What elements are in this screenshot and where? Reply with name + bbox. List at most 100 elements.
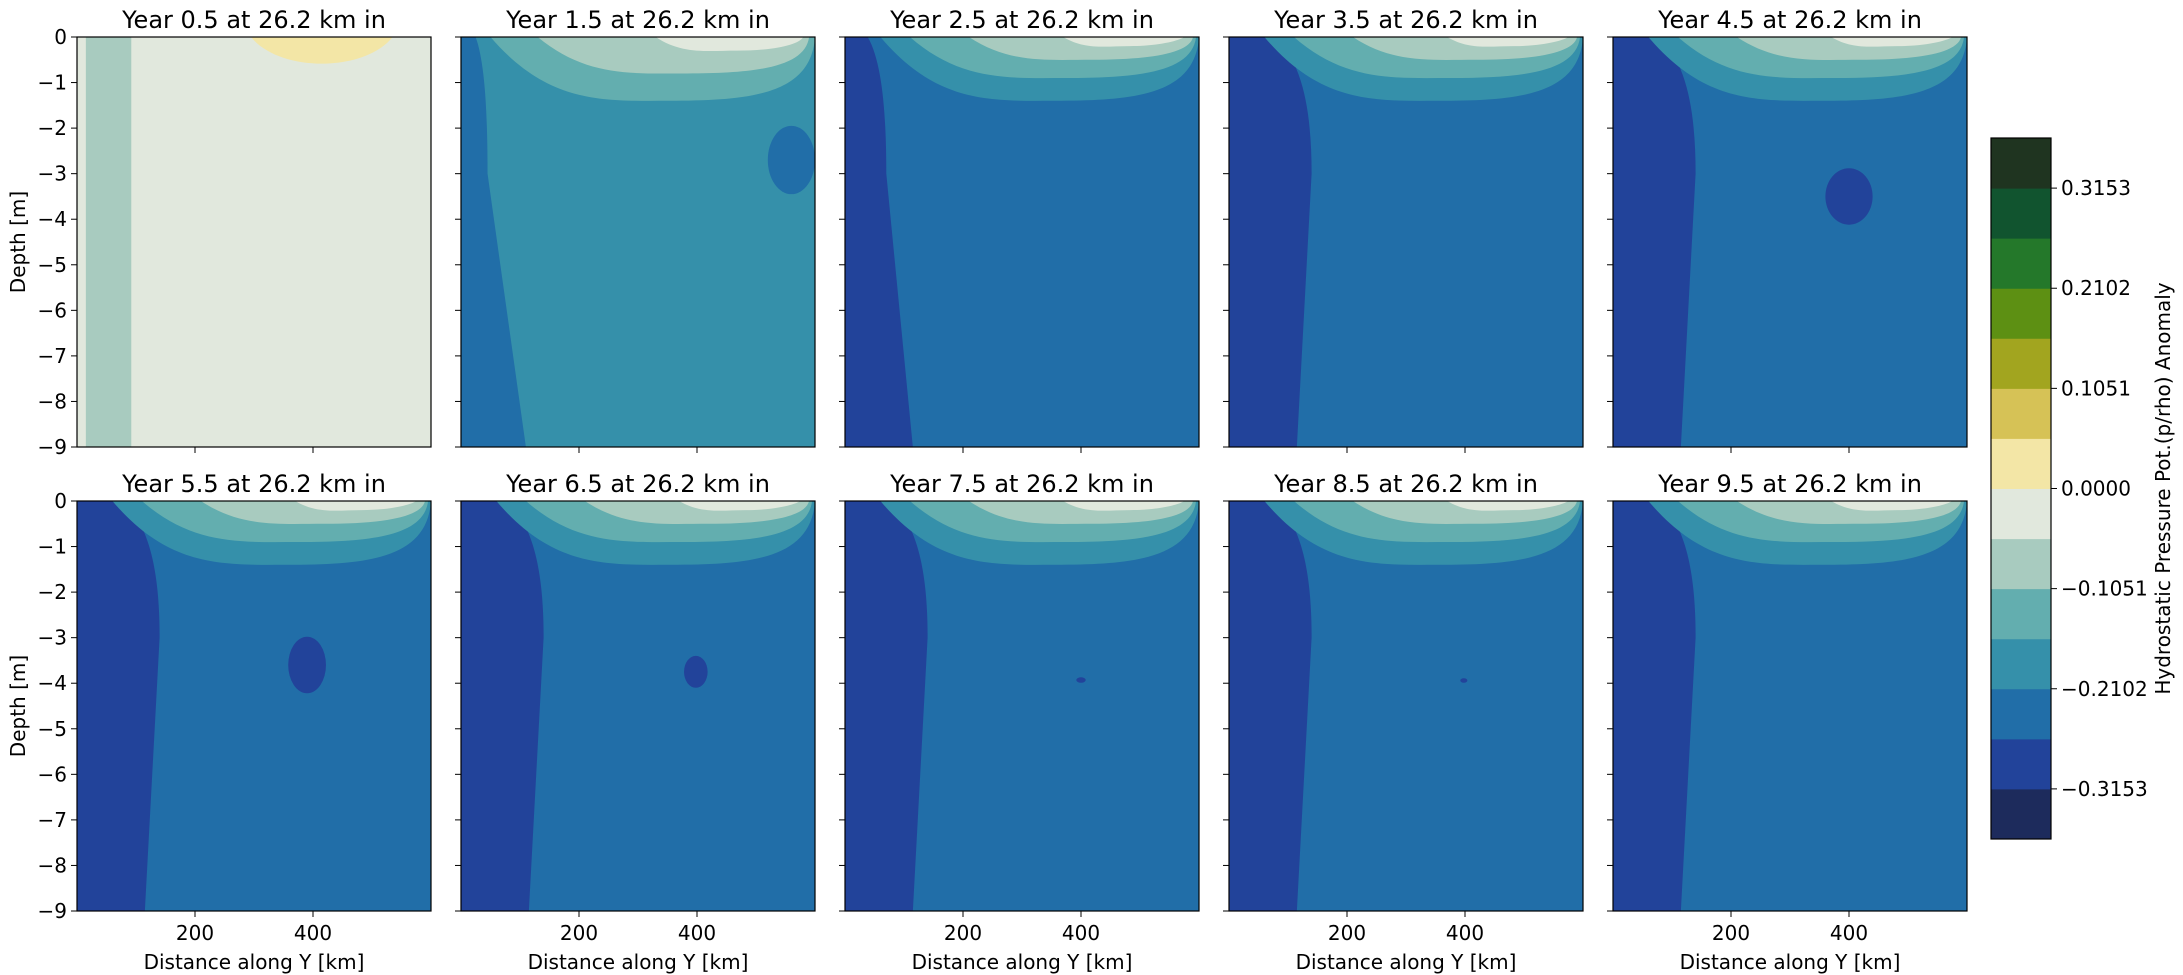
panel-3: Year 2.5 at 26.2 km in xyxy=(839,6,1200,453)
contour-region-6 xyxy=(1063,37,1185,47)
contour-region-2 xyxy=(1613,501,1696,911)
xtick-label: 200 xyxy=(1328,921,1366,945)
contour-region-6 xyxy=(679,501,801,511)
ytick-label: 0 xyxy=(54,489,67,513)
ytick-label: −9 xyxy=(38,899,67,923)
panel-title: Year 9.5 at 26.2 km in xyxy=(1657,470,1922,498)
ytick-label: −4 xyxy=(38,207,67,231)
ytick-label: −4 xyxy=(38,671,67,695)
xtick-label: 400 xyxy=(1446,921,1484,945)
xtick-label: 400 xyxy=(1830,921,1868,945)
axes-frame xyxy=(460,36,816,448)
panel-title: Year 1.5 at 26.2 km in xyxy=(505,6,770,34)
contour-region-2 xyxy=(461,37,526,447)
colorbar-label: Hydrostatic Pressure Pot.(p/rho) Anomaly xyxy=(2151,282,2175,694)
y-axis-label: Depth [m] xyxy=(6,655,30,757)
contour-region-2 xyxy=(845,501,928,911)
x-axis-label: Distance along Y [km] xyxy=(1680,950,1901,974)
y-axis-label: Depth [m] xyxy=(6,191,30,293)
colorbar-swatch xyxy=(1991,438,2051,489)
ytick-label: −8 xyxy=(38,389,67,413)
xtick-label: 200 xyxy=(176,921,214,945)
xtick-label: 200 xyxy=(560,921,598,945)
ytick-label: −5 xyxy=(38,253,67,277)
panel-title: Year 2.5 at 26.2 km in xyxy=(889,6,1154,34)
contour-region-6 xyxy=(1831,37,1953,47)
contour-region-6 xyxy=(1063,501,1185,511)
colorbar-swatch xyxy=(1991,688,2051,740)
contour-region-7 xyxy=(1076,677,1086,683)
colorbar-swatch xyxy=(1991,288,2051,339)
axes-frame xyxy=(1228,36,1584,448)
ytick-label: −6 xyxy=(38,762,67,786)
contour-region-5 xyxy=(655,37,804,52)
panel-9: Year 8.5 at 26.2 km in 200 400 Distance alo… xyxy=(1223,470,1584,974)
contour-region-7 xyxy=(1825,168,1873,225)
contour-region-6 xyxy=(1831,501,1953,511)
contour-region-7 xyxy=(684,655,708,688)
contour-fill xyxy=(845,501,1199,911)
axes-frame xyxy=(460,500,816,912)
ytick-label: −8 xyxy=(38,853,67,877)
axes-frame xyxy=(1228,500,1584,912)
contour-fill xyxy=(1229,37,1583,447)
colorbar-swatch xyxy=(1991,738,2051,790)
colorbar-swatch xyxy=(1991,488,2051,540)
ytick-label: −3 xyxy=(38,626,67,650)
panel-4: Year 3.5 at 26.2 km in xyxy=(1223,6,1584,453)
ytick-label: −1 xyxy=(38,535,67,559)
colorbar-swatch xyxy=(1991,188,2051,239)
contour-region-6 xyxy=(1447,501,1569,511)
panel-title: Year 4.5 at 26.2 km in xyxy=(1657,6,1922,34)
contour-region-2 xyxy=(85,37,132,447)
contour-fill xyxy=(77,37,431,447)
axes-frame xyxy=(1612,36,1968,448)
xtick-label: 200 xyxy=(944,921,982,945)
colorbar-swatch xyxy=(1991,588,2051,640)
contour-fill xyxy=(1613,37,1967,447)
panel-10: Year 9.5 at 26.2 km in 200 400 Distance alo… xyxy=(1607,470,1968,974)
ytick-label: 0 xyxy=(54,25,67,49)
x-axis-label: Distance along Y [km] xyxy=(528,950,749,974)
colorbar-swatch xyxy=(1991,238,2051,289)
panel-8: Year 7.5 at 26.2 km in 200 400 Distance alo… xyxy=(839,470,1200,974)
axes-frame xyxy=(76,36,432,448)
contour-region-2 xyxy=(845,37,913,447)
contour-fill xyxy=(77,501,431,911)
colorbar-tick-label: 0.1051 xyxy=(2061,376,2131,400)
colorbar-tick-label: 0.3153 xyxy=(2061,176,2131,200)
panel-1: Year 0.5 at 26.2 km in 0 −1 −2 −3 −4 −5 −6 −7 −8 −… xyxy=(6,6,432,459)
panel-grid: Year 0.5 at 26.2 km in 0 −1 −2 −3 −4 −5 −6 −7 −8 −… xyxy=(6,6,1968,974)
contour-region-1 xyxy=(461,37,815,447)
panel-title: Year 8.5 at 26.2 km in xyxy=(1273,470,1538,498)
contour-region-2 xyxy=(461,501,544,911)
axes-frame xyxy=(1612,500,1968,912)
contour-region-7 xyxy=(1460,678,1468,683)
colorbar-tick-label: −0.1051 xyxy=(2061,577,2148,601)
axes-frame xyxy=(844,36,1200,448)
panel-2: Year 1.5 at 26.2 km in xyxy=(455,6,816,453)
contour-fill xyxy=(461,37,815,447)
xtick-label: 400 xyxy=(294,921,332,945)
contour-region-2 xyxy=(1229,501,1312,911)
ytick-label: −2 xyxy=(38,580,67,604)
panel-title: Year 3.5 at 26.2 km in xyxy=(1273,6,1538,34)
contour-fill xyxy=(1229,501,1583,911)
contour-region-6 xyxy=(295,501,417,511)
colorbar-swatch xyxy=(1991,538,2051,590)
contour-region-1 xyxy=(77,37,431,447)
colorbar-swatch xyxy=(1991,788,2051,840)
x-axis-label: Distance along Y [km] xyxy=(1296,950,1517,974)
axes-frame xyxy=(76,500,432,912)
contour-region-2 xyxy=(1613,37,1696,447)
colorbar-swatch xyxy=(1991,338,2051,389)
x-axis-label: Distance along Y [km] xyxy=(912,950,1133,974)
contour-region-7 xyxy=(288,636,326,694)
ytick-label: −7 xyxy=(38,808,67,832)
colorbar-tick-label: −0.3153 xyxy=(2061,777,2148,801)
x-axis-label: Distance along Y [km] xyxy=(144,950,365,974)
colorbar-swatch xyxy=(1991,388,2051,439)
contour-region-6 xyxy=(1447,37,1569,47)
ytick-label: −1 xyxy=(38,71,67,95)
